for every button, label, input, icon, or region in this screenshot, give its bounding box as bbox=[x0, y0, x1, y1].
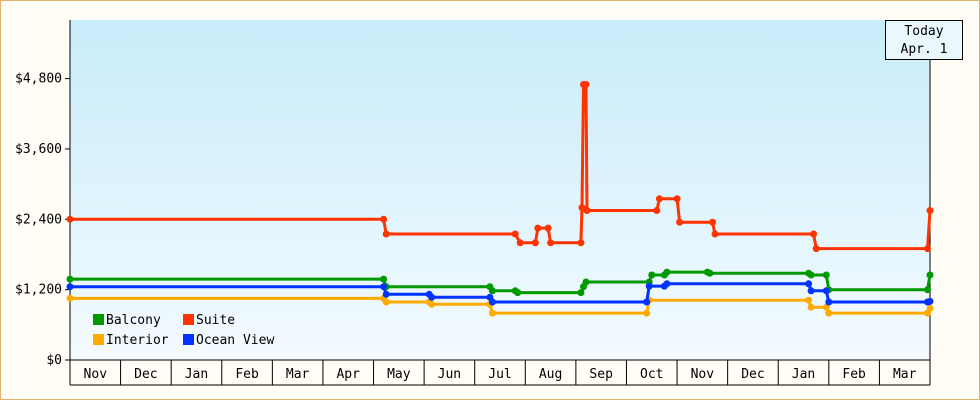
data-point-suite bbox=[709, 218, 716, 226]
data-point-balcony bbox=[648, 271, 656, 279]
data-point-suite bbox=[810, 230, 818, 238]
data-point-interior bbox=[488, 309, 496, 317]
y-tick-label: $0 bbox=[46, 353, 62, 368]
x-tick-label: Mar bbox=[286, 367, 310, 382]
data-point-suite bbox=[582, 81, 590, 88]
data-point-balcony bbox=[663, 268, 671, 276]
legend: Balcony Suite Interior Ocean View bbox=[93, 313, 274, 348]
data-point-suite bbox=[534, 224, 542, 232]
data-point-suite bbox=[66, 215, 74, 223]
series-suite bbox=[66, 81, 934, 253]
data-point-interior bbox=[66, 294, 74, 302]
data-point-ocean-view bbox=[807, 287, 815, 295]
legend-swatch-suite bbox=[183, 314, 194, 325]
legend-swatch-ocean-view bbox=[183, 334, 194, 345]
x-tick-label: Jan bbox=[185, 367, 208, 382]
data-point-suite bbox=[511, 230, 519, 238]
data-point-balcony bbox=[514, 289, 522, 297]
data-point-ocean-view bbox=[428, 293, 436, 301]
data-point-suite bbox=[711, 230, 719, 238]
data-point-interior bbox=[825, 309, 833, 317]
data-point-interior bbox=[805, 296, 813, 304]
data-point-suite bbox=[583, 207, 591, 214]
data-point-suite bbox=[380, 215, 388, 223]
data-point-ocean-view bbox=[645, 282, 653, 290]
x-tick-label: Dec bbox=[741, 367, 764, 382]
data-point-suite bbox=[812, 245, 820, 253]
plot-area bbox=[70, 20, 930, 360]
data-point-suite bbox=[653, 207, 661, 214]
series-balcony bbox=[66, 268, 934, 297]
data-point-ocean-view bbox=[382, 290, 390, 298]
legend-swatch-interior bbox=[93, 334, 104, 345]
y-tick-label: $3,600 bbox=[15, 142, 62, 157]
data-point-interior bbox=[926, 304, 934, 312]
data-point-suite bbox=[655, 195, 663, 203]
data-point-suite bbox=[547, 239, 555, 247]
x-tick-label: Nov bbox=[84, 367, 108, 382]
data-point-balcony bbox=[577, 289, 585, 297]
x-tick-label: Sep bbox=[589, 367, 613, 382]
series-ocean-view bbox=[66, 280, 934, 306]
y-tick-label: $1,200 bbox=[15, 283, 62, 298]
legend-label-interior: Interior bbox=[106, 333, 169, 348]
data-point-suite bbox=[544, 224, 552, 232]
data-point-ocean-view bbox=[663, 280, 671, 288]
axes: $0 $1,200 $2,400 $3,600 $4,800 Nov Dec Jan Feb Ma… bbox=[15, 20, 931, 386]
data-point-balcony bbox=[380, 275, 388, 283]
data-point-suite bbox=[382, 230, 390, 238]
data-point-balcony bbox=[488, 287, 496, 295]
data-point-suite bbox=[924, 245, 931, 253]
x-tick-label: Feb bbox=[842, 367, 866, 382]
data-point-interior bbox=[643, 309, 651, 317]
x-tick-label: Dec bbox=[134, 367, 157, 382]
data-point-ocean-view bbox=[643, 298, 651, 306]
x-tick-label: Nov bbox=[691, 367, 715, 382]
x-tick-label: Jun bbox=[438, 367, 461, 382]
x-tick-label: May bbox=[387, 367, 411, 382]
x-tick-label: Jan bbox=[792, 367, 815, 382]
data-point-interior bbox=[428, 300, 436, 308]
data-point-ocean-view bbox=[822, 287, 830, 295]
data-point-suite bbox=[926, 207, 934, 214]
data-point-interior bbox=[382, 298, 390, 306]
data-point-ocean-view bbox=[380, 283, 388, 291]
data-point-balcony bbox=[822, 271, 830, 279]
data-point-interior bbox=[822, 303, 830, 311]
data-point-balcony bbox=[807, 271, 815, 279]
x-tick-label: Mar bbox=[893, 367, 917, 382]
data-point-balcony bbox=[926, 271, 934, 279]
data-point-interior bbox=[807, 303, 815, 311]
legend-label-balcony: Balcony bbox=[106, 313, 161, 328]
x-tick-label: Oct bbox=[640, 367, 663, 382]
data-point-suite bbox=[673, 195, 681, 203]
data-point-balcony bbox=[582, 278, 590, 286]
data-point-balcony bbox=[66, 275, 74, 283]
today-date: Apr. 1 bbox=[900, 42, 948, 57]
data-point-suite bbox=[531, 239, 539, 247]
legend-swatch-balcony bbox=[93, 314, 104, 325]
legend-label-suite: Suite bbox=[196, 313, 235, 328]
x-tick-label: Apr bbox=[336, 367, 360, 382]
x-tick-label: Aug bbox=[539, 367, 562, 382]
data-point-balcony bbox=[706, 269, 714, 277]
x-tick-label: Feb bbox=[235, 367, 259, 382]
today-label: Today bbox=[904, 24, 944, 39]
data-point-ocean-view bbox=[66, 283, 74, 291]
data-point-ocean-view bbox=[488, 298, 496, 306]
data-point-ocean-view bbox=[825, 298, 833, 306]
data-point-ocean-view bbox=[805, 280, 813, 288]
data-point-ocean-view bbox=[926, 297, 934, 305]
series-layer bbox=[66, 81, 934, 317]
legend-label-ocean-view: Ocean View bbox=[196, 333, 274, 348]
y-tick-label: $4,800 bbox=[15, 72, 62, 87]
y-tick-label: $2,400 bbox=[15, 212, 62, 227]
today-box: Today Apr. 1 bbox=[885, 20, 963, 60]
x-tick-label: Jul bbox=[488, 367, 511, 382]
data-point-suite bbox=[577, 239, 585, 247]
data-point-suite bbox=[676, 218, 684, 226]
data-point-balcony bbox=[924, 286, 931, 294]
data-point-suite bbox=[516, 239, 524, 247]
